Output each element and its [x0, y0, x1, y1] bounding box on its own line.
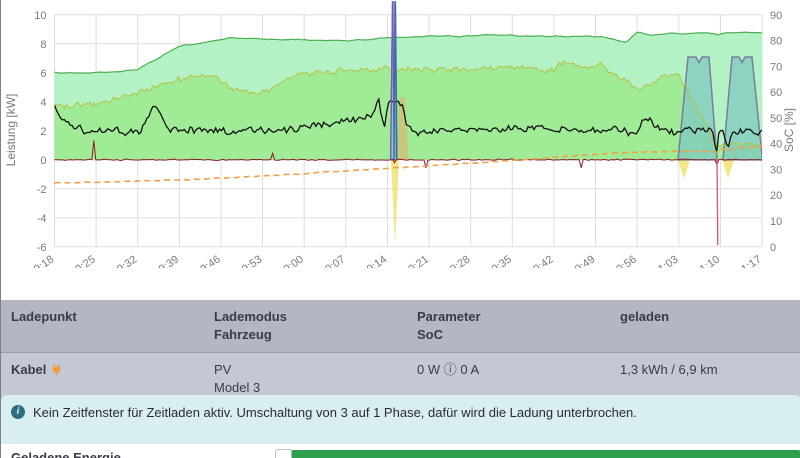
svg-text:0: 0 — [770, 242, 776, 254]
svg-text:20: 20 — [770, 190, 782, 202]
svg-text:-4: -4 — [37, 213, 47, 225]
svg-text:10: 10 — [34, 10, 46, 22]
svg-text:2: 2 — [40, 126, 46, 138]
svg-text:30: 30 — [770, 165, 782, 177]
svg-text:0: 0 — [40, 155, 46, 167]
svg-text:4: 4 — [40, 97, 46, 109]
svg-text:40: 40 — [770, 139, 782, 151]
svg-text:80: 80 — [770, 36, 782, 48]
svg-text:-6: -6 — [37, 242, 47, 254]
svg-text:6: 6 — [40, 68, 46, 80]
svg-text:Leistung [kW]: Leistung [kW] — [4, 94, 18, 167]
svg-text:60: 60 — [770, 87, 782, 99]
svg-text:10: 10 — [770, 216, 782, 228]
svg-text:50: 50 — [770, 113, 782, 125]
svg-text:70: 70 — [770, 61, 782, 73]
svg-text:-2: -2 — [37, 184, 47, 196]
svg-text:90: 90 — [770, 10, 782, 22]
svg-text:8: 8 — [40, 39, 46, 51]
svg-text:SoC [%]: SoC [%] — [782, 108, 796, 152]
